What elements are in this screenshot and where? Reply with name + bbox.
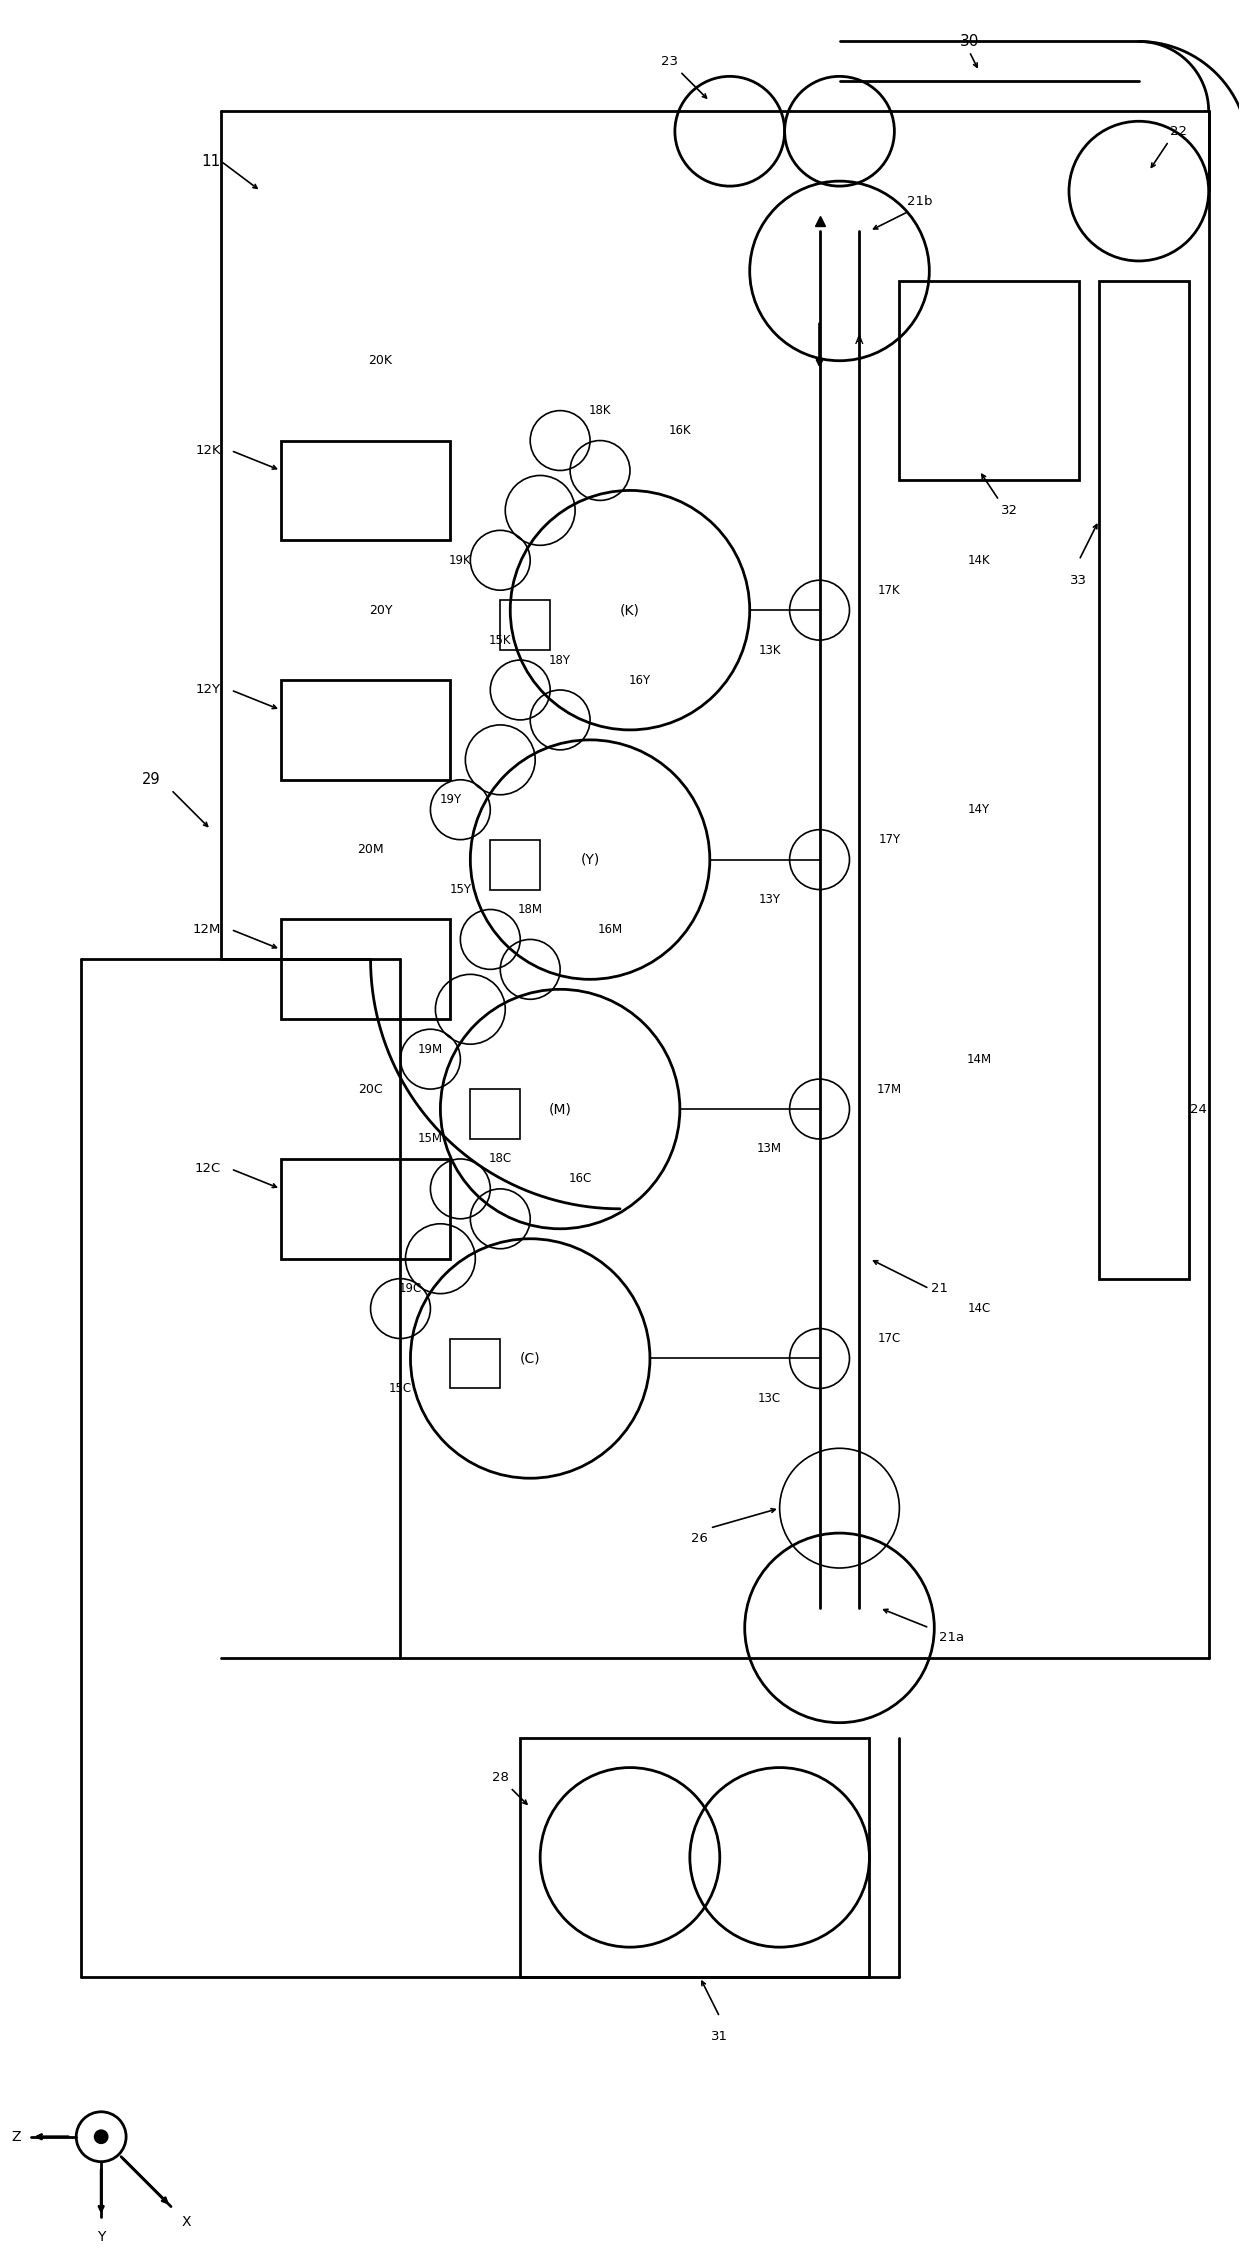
Bar bbox=[280, 1159, 450, 1258]
Text: 12Y: 12Y bbox=[196, 684, 221, 696]
Text: 33: 33 bbox=[1070, 574, 1087, 587]
Bar bbox=[500, 601, 551, 651]
Text: 13Y: 13Y bbox=[759, 892, 781, 906]
Text: 14Y: 14Y bbox=[968, 804, 991, 815]
Text: 29: 29 bbox=[141, 773, 160, 788]
Bar bbox=[521, 1737, 869, 1977]
Text: 14M: 14M bbox=[967, 1053, 992, 1066]
Text: 19C: 19C bbox=[399, 1283, 422, 1294]
Text: X: X bbox=[181, 2214, 191, 2230]
Text: 18Y: 18Y bbox=[549, 653, 572, 666]
Text: 13M: 13M bbox=[758, 1143, 782, 1154]
Bar bbox=[1099, 280, 1189, 1279]
Bar bbox=[470, 1089, 521, 1139]
Text: 17M: 17M bbox=[877, 1082, 901, 1096]
Bar bbox=[450, 1340, 500, 1389]
Text: 15M: 15M bbox=[418, 1132, 443, 1145]
Text: (K): (K) bbox=[620, 603, 640, 617]
Text: 20Y: 20Y bbox=[368, 603, 392, 617]
Text: 21a: 21a bbox=[939, 1631, 965, 1645]
Text: Y: Y bbox=[97, 2230, 105, 2243]
Bar bbox=[280, 919, 450, 1019]
Text: 18C: 18C bbox=[489, 1152, 512, 1166]
Text: 17C: 17C bbox=[878, 1333, 901, 1344]
Text: 19K: 19K bbox=[449, 553, 471, 567]
Bar bbox=[899, 280, 1079, 481]
Text: 15Y: 15Y bbox=[449, 883, 471, 897]
Text: 16C: 16C bbox=[568, 1172, 591, 1186]
Text: 20K: 20K bbox=[368, 355, 393, 368]
Text: 16Y: 16Y bbox=[629, 673, 651, 687]
Text: 24: 24 bbox=[1190, 1102, 1207, 1116]
Text: 14K: 14K bbox=[968, 553, 991, 567]
Text: 32: 32 bbox=[1001, 504, 1018, 517]
Text: 17Y: 17Y bbox=[878, 834, 900, 847]
Text: 16K: 16K bbox=[668, 425, 691, 436]
Text: 12C: 12C bbox=[195, 1163, 221, 1175]
Text: 13C: 13C bbox=[758, 1392, 781, 1405]
Text: (C): (C) bbox=[520, 1351, 541, 1364]
Text: 16M: 16M bbox=[598, 924, 622, 935]
Text: 26: 26 bbox=[692, 1532, 708, 1545]
Text: 12M: 12M bbox=[192, 924, 221, 935]
Text: 30: 30 bbox=[960, 34, 978, 50]
Text: 12K: 12K bbox=[195, 445, 221, 456]
Text: (Y): (Y) bbox=[580, 852, 600, 867]
Text: 19M: 19M bbox=[418, 1044, 443, 1055]
Text: 20C: 20C bbox=[358, 1082, 383, 1096]
Text: 18M: 18M bbox=[518, 904, 543, 915]
Text: Z: Z bbox=[11, 2130, 21, 2144]
Text: 22: 22 bbox=[1171, 124, 1187, 138]
Text: 21b: 21b bbox=[906, 194, 932, 208]
Text: 28: 28 bbox=[492, 1771, 508, 1785]
Text: 13K: 13K bbox=[759, 644, 781, 657]
Text: 19Y: 19Y bbox=[439, 793, 461, 806]
Text: 18K: 18K bbox=[589, 404, 611, 418]
Bar bbox=[490, 840, 541, 890]
Text: 15C: 15C bbox=[389, 1383, 412, 1394]
Text: 15K: 15K bbox=[489, 633, 512, 646]
Text: 14C: 14C bbox=[967, 1301, 991, 1315]
Text: (M): (M) bbox=[548, 1102, 572, 1116]
Text: 11: 11 bbox=[201, 154, 221, 169]
Text: 20M: 20M bbox=[357, 843, 384, 856]
Text: A: A bbox=[856, 334, 864, 348]
Text: 23: 23 bbox=[661, 54, 678, 68]
Text: 31: 31 bbox=[712, 2031, 728, 2044]
Text: 21: 21 bbox=[931, 1283, 947, 1294]
Bar bbox=[280, 680, 450, 779]
Text: 17K: 17K bbox=[878, 583, 900, 596]
Bar bbox=[280, 441, 450, 540]
Circle shape bbox=[95, 2130, 107, 2144]
